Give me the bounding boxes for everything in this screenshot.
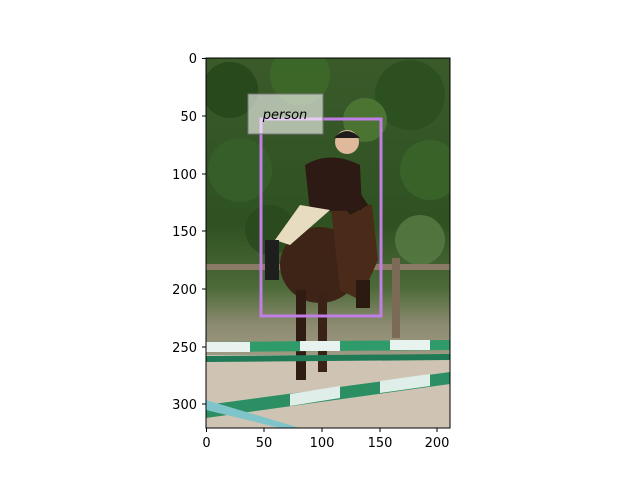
jump-poles <box>206 340 450 428</box>
y-tick: 250 <box>172 341 206 356</box>
x-tick-label: 0 <box>202 436 210 451</box>
y-axis: 0 50 100 150 200 250 300 <box>172 52 206 413</box>
y-tick: 50 <box>180 110 206 125</box>
y-tick-label: 50 <box>180 110 197 125</box>
y-tick-label: 300 <box>172 398 197 413</box>
x-tick-label: 150 <box>368 436 393 451</box>
detection-label: person <box>262 108 308 123</box>
y-tick: 150 <box>172 225 206 240</box>
y-tick: 100 <box>172 168 206 183</box>
x-axis: 0 50 100 150 200 <box>202 428 449 451</box>
y-tick: 200 <box>172 283 206 298</box>
photo <box>206 58 450 428</box>
axes-frame <box>205 57 451 429</box>
x-tick: 200 <box>425 428 450 451</box>
rider <box>265 130 362 280</box>
label-background <box>247 93 324 135</box>
detection-box: person <box>247 93 383 318</box>
y-tick-label: 200 <box>172 283 197 298</box>
x-tick: 100 <box>310 428 335 451</box>
y-tick: 0 <box>189 52 206 67</box>
x-tick-label: 50 <box>256 436 273 451</box>
y-tick-label: 250 <box>172 341 197 356</box>
y-tick-label: 150 <box>172 225 197 240</box>
y-tick-label: 100 <box>172 168 197 183</box>
x-tick: 150 <box>368 428 393 451</box>
x-tick-label: 200 <box>425 436 450 451</box>
x-tick-label: 100 <box>310 436 335 451</box>
y-tick-label: 0 <box>189 52 197 67</box>
y-tick: 300 <box>172 398 206 413</box>
x-tick: 0 <box>202 428 211 451</box>
x-tick: 50 <box>256 428 273 451</box>
